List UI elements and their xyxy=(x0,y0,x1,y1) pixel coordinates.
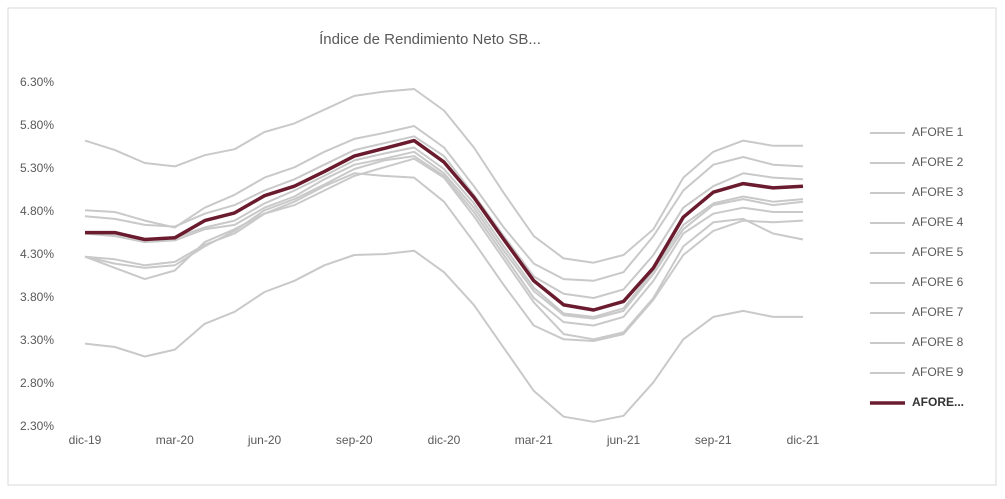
x-tick-label: jun-21 xyxy=(606,433,641,447)
legend-label: AFORE 6 xyxy=(912,275,964,289)
legend-label: AFORE... xyxy=(912,395,964,409)
y-tick-label: 5.80% xyxy=(20,118,54,132)
y-tick-label: 2.30% xyxy=(20,419,54,433)
x-tick-label: sep-20 xyxy=(336,433,373,447)
legend-label: AFORE 2 xyxy=(912,155,964,169)
y-tick-label: 4.30% xyxy=(20,247,54,261)
series-line xyxy=(84,88,803,264)
legend-label: AFORE 1 xyxy=(912,125,964,139)
y-tick-label: 4.80% xyxy=(20,204,54,218)
series-line xyxy=(84,146,804,318)
legend-label: AFORE 9 xyxy=(912,365,964,379)
y-tick-label: 6.30% xyxy=(20,75,54,89)
y-tick-label: 2.80% xyxy=(20,376,54,390)
series-line xyxy=(84,150,804,320)
series-line xyxy=(84,157,804,341)
legend-label: AFORE 5 xyxy=(912,245,964,259)
legend-label: AFORE 3 xyxy=(912,185,964,199)
series-line xyxy=(84,249,803,423)
x-tick-label: dic-20 xyxy=(428,433,461,447)
series-line xyxy=(84,125,804,282)
x-tick-label: sep-21 xyxy=(695,433,732,447)
y-tick-label: 3.80% xyxy=(20,290,54,304)
series-line xyxy=(84,172,804,342)
legend-label: AFORE 8 xyxy=(912,335,964,349)
legend-label: AFORE 4 xyxy=(912,215,964,229)
x-tick-label: mar-20 xyxy=(156,433,194,447)
legend-label: AFORE 7 xyxy=(912,305,964,319)
y-tick-label: 3.30% xyxy=(20,333,54,347)
series-line xyxy=(84,135,804,299)
x-tick-label: jun-20 xyxy=(247,433,282,447)
x-tick-label: dic-19 xyxy=(69,433,102,447)
x-tick-label: mar-21 xyxy=(515,433,553,447)
series-line xyxy=(84,155,803,327)
y-tick-label: 5.30% xyxy=(20,161,54,175)
chart-title: Índice de Rendimiento Neto SB... xyxy=(319,31,541,48)
x-tick-label: dic-21 xyxy=(787,433,820,447)
series-line xyxy=(85,138,804,312)
